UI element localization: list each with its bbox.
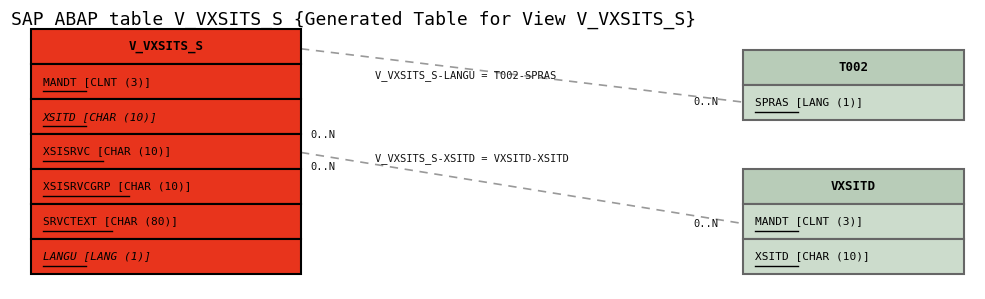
Text: XSISRVC: XSISRVC xyxy=(42,147,90,157)
Text: XSITD: XSITD xyxy=(755,251,789,261)
Text: XSISRVCGRP [CHAR (10)]: XSISRVCGRP [CHAR (10)] xyxy=(42,181,191,192)
Text: V_VXSITS_S-XSITD = VXSITD-XSITD: V_VXSITS_S-XSITD = VXSITD-XSITD xyxy=(374,153,568,164)
Text: SAP ABAP table V_VXSITS_S {Generated Table for View V_VXSITS_S}: SAP ABAP table V_VXSITS_S {Generated Tab… xyxy=(11,10,696,28)
FancyBboxPatch shape xyxy=(31,239,301,274)
Text: XSISRVC [CHAR (10)]: XSISRVC [CHAR (10)] xyxy=(42,147,170,157)
Text: LANGU [LANG (1)]: LANGU [LANG (1)] xyxy=(42,251,151,261)
FancyBboxPatch shape xyxy=(743,239,964,274)
FancyBboxPatch shape xyxy=(743,85,964,120)
Text: 0..N: 0..N xyxy=(693,97,718,107)
FancyBboxPatch shape xyxy=(31,134,301,169)
FancyBboxPatch shape xyxy=(31,64,301,99)
Text: V_VXSITS_S: V_VXSITS_S xyxy=(128,40,204,53)
Text: MANDT: MANDT xyxy=(42,77,77,87)
FancyBboxPatch shape xyxy=(31,99,301,134)
Text: SRVCTEXT [CHAR (80)]: SRVCTEXT [CHAR (80)] xyxy=(42,216,177,226)
FancyBboxPatch shape xyxy=(743,50,964,85)
FancyBboxPatch shape xyxy=(743,204,964,239)
Text: T002: T002 xyxy=(838,61,869,74)
Text: 0..N: 0..N xyxy=(311,130,336,140)
Text: 0..N: 0..N xyxy=(693,219,718,228)
FancyBboxPatch shape xyxy=(31,29,301,64)
FancyBboxPatch shape xyxy=(31,204,301,239)
Text: LANGU: LANGU xyxy=(42,251,77,261)
Text: SPRAS: SPRAS xyxy=(755,97,789,107)
Text: MANDT [CLNT (3)]: MANDT [CLNT (3)] xyxy=(42,77,151,87)
Text: MANDT [CLNT (3)]: MANDT [CLNT (3)] xyxy=(755,216,863,226)
Text: 0..N: 0..N xyxy=(311,162,336,172)
Text: MANDT: MANDT xyxy=(755,216,789,226)
Text: VXSITD: VXSITD xyxy=(831,180,876,193)
FancyBboxPatch shape xyxy=(31,169,301,204)
Text: XSITD: XSITD xyxy=(42,112,77,122)
Text: V_VXSITS_S-LANGU = T002-SPRAS: V_VXSITS_S-LANGU = T002-SPRAS xyxy=(374,70,556,81)
Text: XSITD [CHAR (10)]: XSITD [CHAR (10)] xyxy=(755,251,870,261)
Text: SRVCTEXT: SRVCTEXT xyxy=(42,216,97,226)
Text: XSISRVCGRP: XSISRVCGRP xyxy=(42,181,110,192)
Text: XSITD [CHAR (10)]: XSITD [CHAR (10)] xyxy=(42,112,158,122)
Text: SPRAS [LANG (1)]: SPRAS [LANG (1)] xyxy=(755,97,863,107)
FancyBboxPatch shape xyxy=(743,169,964,204)
